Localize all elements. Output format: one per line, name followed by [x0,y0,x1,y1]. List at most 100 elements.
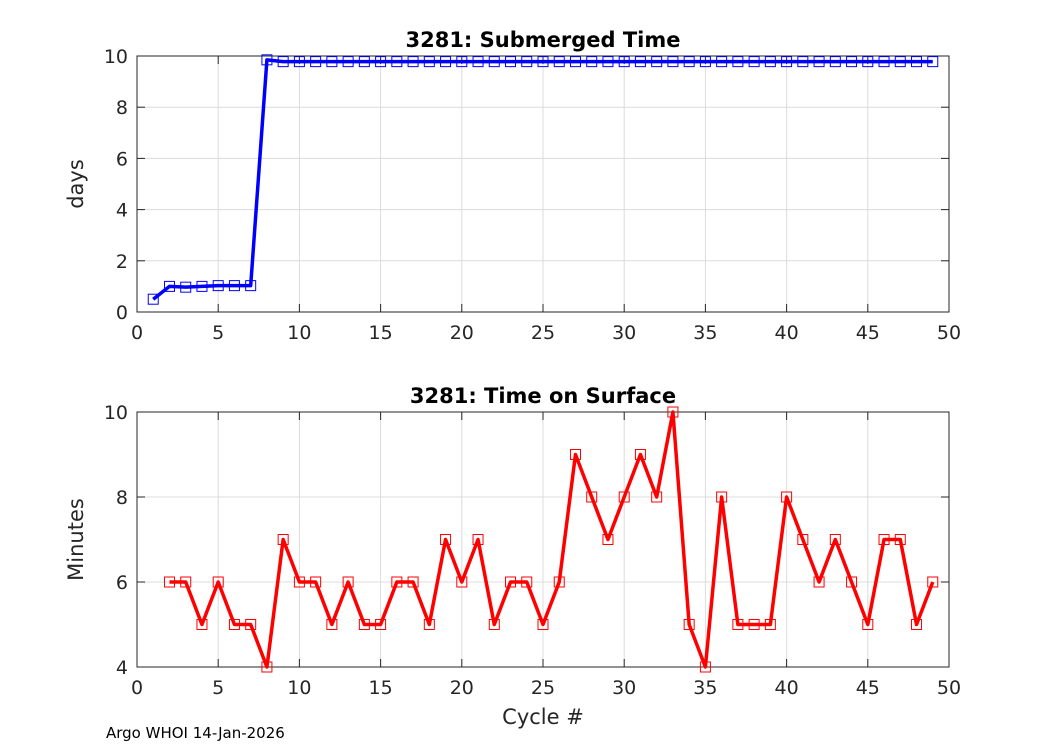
x-tick-label: 10 [287,322,311,344]
data-point [667,406,679,418]
data-point [586,56,598,68]
chart-title: 3281: Time on Surface [410,384,676,408]
data-point [326,56,338,68]
data-point [602,534,614,545]
data-point [456,576,468,588]
data-point [488,619,500,630]
data-point [699,56,711,68]
data-point [180,281,192,293]
data-point [634,56,646,68]
x-tick-label: 50 [937,677,961,699]
data-point [521,56,533,68]
data-point [569,56,581,68]
data-point [163,280,175,292]
x-tick-label: 5 [212,322,224,344]
data-point [716,491,728,503]
x-tick-label: 0 [131,677,143,699]
data-point [813,576,825,588]
data-point [553,576,565,588]
data-point [310,576,322,588]
x-tick-label: 15 [369,677,393,699]
x-tick-label: 25 [531,677,555,699]
y-axis-label: Minutes [64,498,88,581]
data-point [180,576,192,588]
data-point [862,619,874,630]
data-point [163,576,175,588]
x-tick-label: 45 [856,322,880,344]
data-point [634,449,646,460]
data-point [505,576,517,588]
data-point [245,619,257,630]
x-tick-label: 35 [693,677,717,699]
y-tick-label: 4 [116,657,128,679]
x-tick-label: 30 [612,322,636,344]
data-point [196,619,208,630]
data-point [553,56,565,68]
data-point [342,576,354,588]
y-tick-label: 0 [116,302,128,324]
data-point [228,619,240,630]
data-point [894,56,906,68]
data-point [927,56,939,68]
data-point [732,619,744,630]
data-point [358,619,370,630]
data-point [488,56,500,68]
x-tick-label: 20 [450,322,474,344]
data-point [228,280,240,292]
data-point [781,56,793,68]
data-point [277,534,289,545]
x-axis-label: Cycle # [502,705,584,729]
data-point [797,56,809,68]
series-line [152,58,933,301]
data-point [894,534,906,545]
y-tick-label: 10 [104,402,128,424]
data-point [651,56,663,68]
data-point [586,491,598,503]
x-tick-label: 50 [937,322,961,344]
data-point [699,661,711,673]
data-point [667,56,679,68]
data-point [391,56,403,68]
data-point [326,619,338,630]
x-tick-label: 25 [531,322,555,344]
y-tick-label: 4 [116,200,128,222]
chart-title: 3281: Submerged Time [405,28,680,52]
data-point [748,619,760,630]
data-point [716,56,728,68]
data-point [375,619,387,630]
data-point [472,56,484,68]
y-tick-label: 6 [116,148,128,170]
x-tick-label: 0 [131,322,143,344]
data-point [277,56,289,68]
data-point [310,56,322,68]
y-tick-label: 10 [104,46,128,68]
data-point [293,576,305,588]
data-point [423,619,435,630]
data-point [440,534,452,545]
data-point [748,56,760,68]
data-point [440,56,452,68]
data-point [375,56,387,68]
data-point [569,449,581,460]
x-tick-label: 15 [369,322,393,344]
y-axis-label: days [64,159,88,209]
data-point [651,491,663,503]
data-point [781,491,793,503]
y-tick-label: 2 [116,251,128,273]
x-tick-label: 30 [612,677,636,699]
y-tick-label: 8 [116,97,128,119]
x-tick-label: 40 [775,322,799,344]
data-point [407,576,419,588]
data-point [846,576,858,588]
data-point [147,293,159,305]
data-point [212,280,224,292]
data-point [911,619,923,630]
data-point [261,661,273,673]
data-point [505,56,517,68]
data-point [797,534,809,545]
data-point [521,576,533,588]
data-point [391,576,403,588]
surface-time-plot: 0 5 10 15 20 25 30 35 40 45 50 4 6 8 10 3281: Time on S… [64,384,961,729]
data-point [813,56,825,68]
